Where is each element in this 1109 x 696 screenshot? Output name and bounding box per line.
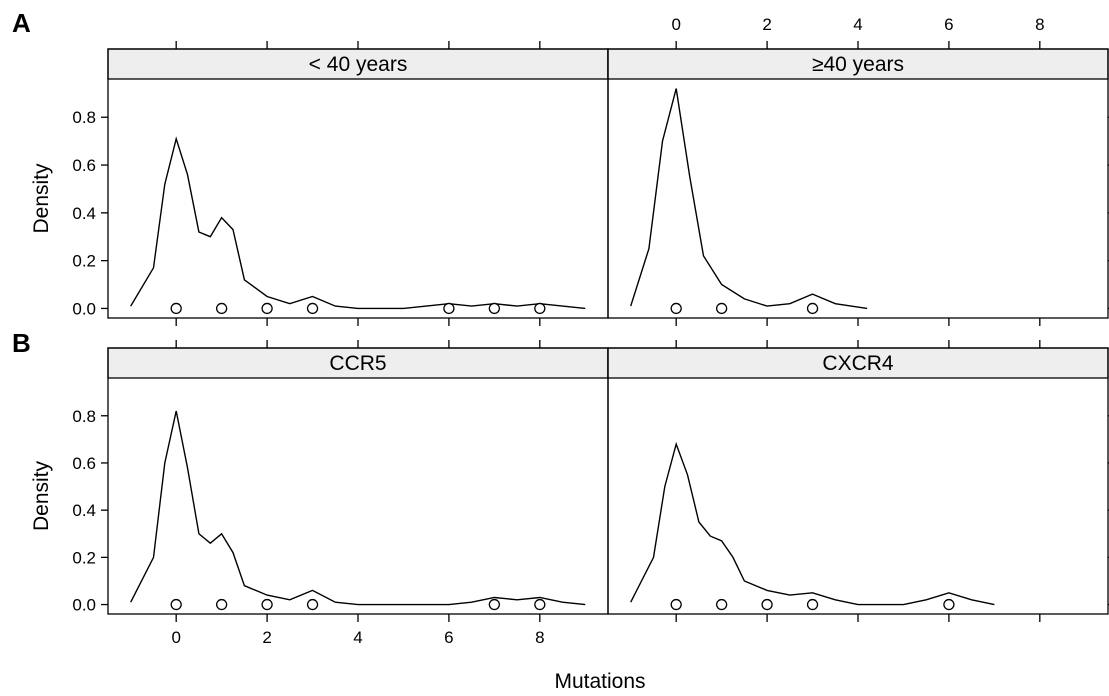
density-curve <box>130 136 586 310</box>
y-tick-label: 0.6 <box>72 454 96 473</box>
observation-point <box>670 598 682 611</box>
x-tick-label: 0 <box>171 628 180 647</box>
strip-header <box>107 48 609 80</box>
panel-a-1: < 40 years <box>107 41 609 326</box>
observation-point <box>215 598 228 611</box>
observation-point <box>306 598 319 611</box>
y-tick-label: 0.6 <box>72 156 96 175</box>
observation-point <box>261 302 273 315</box>
observation-point <box>170 302 182 315</box>
y-tick-label: 0.0 <box>72 596 96 615</box>
density-curve <box>630 88 868 310</box>
density-curve <box>130 410 586 606</box>
x-tick-label: 2 <box>262 628 271 647</box>
strip-label: CXCR4 <box>822 352 894 375</box>
panel-frame <box>607 347 1109 615</box>
strip-label: CCR5 <box>329 352 386 375</box>
observation-point <box>761 598 773 611</box>
observation-point <box>443 302 455 315</box>
y-axis-title: Density <box>30 163 53 234</box>
panel-letter: A <box>12 8 31 38</box>
observation-point <box>534 598 546 611</box>
x-tick-label: 4 <box>353 628 362 647</box>
panel-a-2: ≥40 years 0 2 4 6 8 <box>607 15 1109 326</box>
observation-point <box>670 302 682 315</box>
strip-label: ≥40 years <box>812 53 904 76</box>
observation-point <box>715 598 728 611</box>
y-tick-label: 0.4 <box>72 501 96 520</box>
y-tick-label: 0.0 <box>72 299 96 318</box>
panel-b-2: CXCR4 <box>607 340 1109 622</box>
x-tick-label: 8 <box>535 628 544 647</box>
observation-point <box>534 302 546 315</box>
observation-point <box>806 598 819 611</box>
observation-point <box>943 598 955 611</box>
observation-point <box>488 598 501 611</box>
observation-point <box>261 598 273 611</box>
density-chart-b: B Density 0.0 0.2 0.4 0.6 0.8 CCR5 0 2 4 6 8 CXCR4 <box>12 328 1109 647</box>
x-axis-title: Mutations <box>554 670 645 693</box>
y-axis-title: Density <box>30 460 53 531</box>
observation-point <box>215 302 228 315</box>
x-tick-label: 2 <box>762 15 771 34</box>
observation-point <box>170 598 182 611</box>
x-tick-label: 6 <box>444 628 453 647</box>
panel-frame <box>107 48 609 319</box>
x-tick-label: 6 <box>944 15 953 34</box>
density-curve <box>630 441 995 606</box>
observation-point <box>715 302 728 315</box>
panel-b-1: CCR5 0 2 4 6 8 <box>107 340 609 647</box>
y-tick-label: 0.4 <box>72 204 96 223</box>
observation-point <box>306 302 319 315</box>
observation-point <box>806 302 819 315</box>
x-tick-label: 0 <box>671 15 680 34</box>
panel-frame <box>607 48 1109 319</box>
strip-label: < 40 years <box>309 53 408 76</box>
x-tick-label: 8 <box>1035 15 1044 34</box>
y-tick-label: 0.2 <box>72 548 96 567</box>
density-chart-a: A Density 0.0 0.2 0.4 0.6 0.8 < 40 years ≥40 yea… <box>12 8 1109 326</box>
x-tick-label: 4 <box>853 15 862 34</box>
y-tick-label: 0.8 <box>72 108 96 127</box>
strip-header <box>107 347 609 379</box>
panel-frame <box>107 347 609 615</box>
y-tick-label: 0.2 <box>72 252 96 271</box>
panel-letter: B <box>12 328 31 358</box>
observation-point <box>488 302 501 315</box>
y-tick-label: 0.8 <box>72 407 96 426</box>
